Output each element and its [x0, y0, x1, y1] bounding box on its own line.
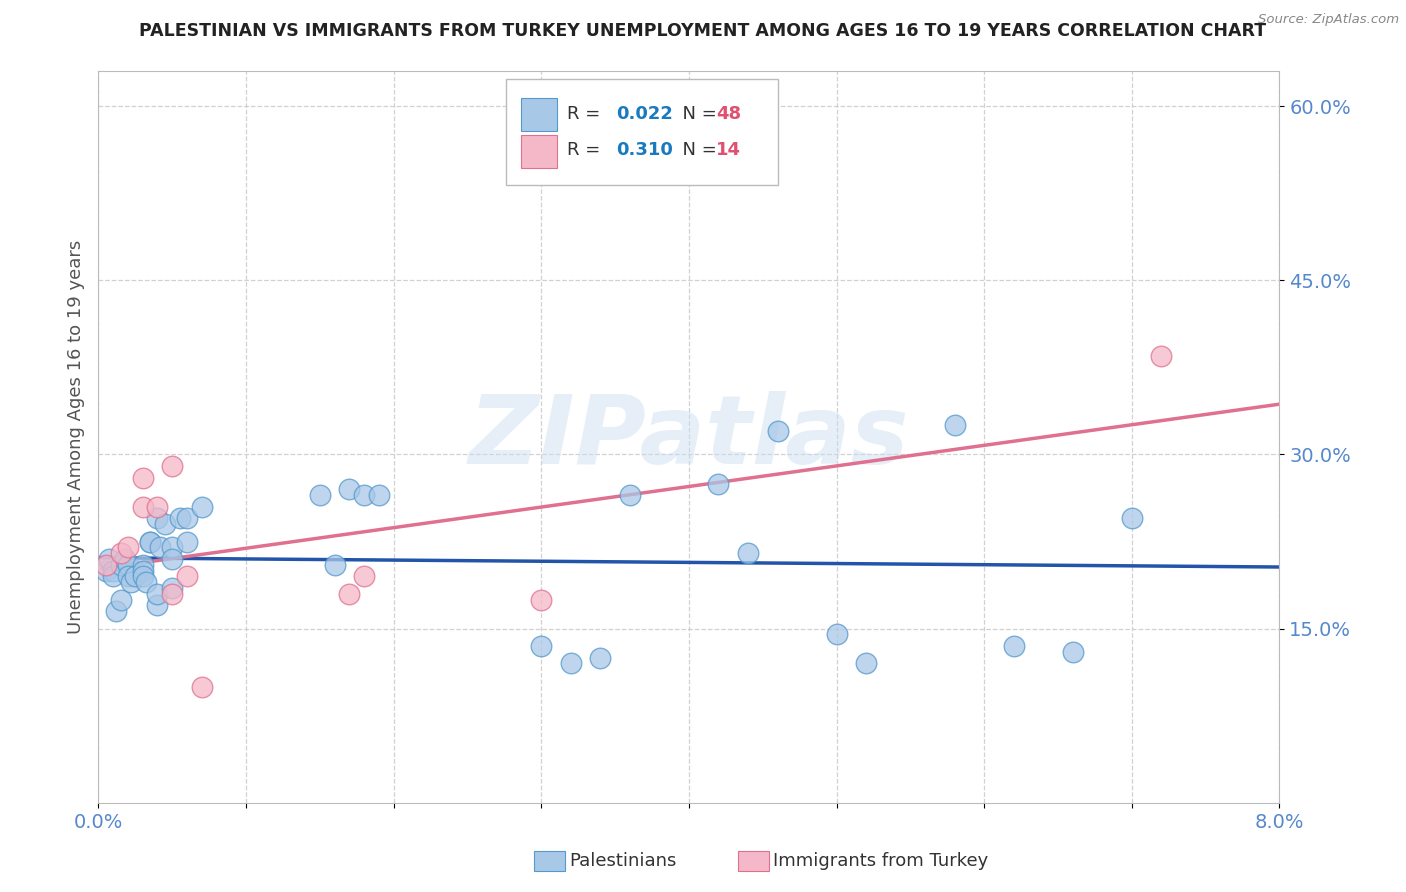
Point — [146, 587, 169, 601]
Point — [132, 564, 155, 578]
Point — [139, 534, 162, 549]
Text: 0.022: 0.022 — [616, 104, 672, 123]
Point — [825, 627, 848, 641]
Text: Source: ZipAtlas.com: Source: ZipAtlas.com — [1258, 13, 1399, 27]
Text: Immigrants from Turkey: Immigrants from Turkey — [773, 852, 988, 870]
Point — [110, 592, 132, 607]
Point — [176, 569, 198, 583]
Point — [162, 541, 183, 555]
Point — [162, 552, 183, 566]
Point — [124, 569, 146, 583]
Point — [162, 587, 183, 601]
Bar — [522, 135, 557, 168]
Point — [766, 424, 789, 438]
Point — [139, 534, 162, 549]
Point — [146, 500, 169, 514]
Point — [1150, 349, 1173, 363]
Point — [353, 488, 375, 502]
Point — [589, 650, 612, 665]
Point — [191, 500, 214, 514]
Point — [120, 575, 142, 590]
Point — [153, 517, 176, 532]
Y-axis label: Unemployment Among Ages 16 to 19 years: Unemployment Among Ages 16 to 19 years — [66, 240, 84, 634]
Point — [367, 488, 389, 502]
Point — [146, 511, 169, 525]
Point — [337, 587, 360, 601]
Point — [169, 511, 191, 525]
Point — [117, 558, 139, 572]
Point — [105, 604, 128, 618]
Point — [135, 575, 157, 590]
Point — [308, 488, 332, 502]
Point — [176, 511, 198, 525]
Point — [114, 552, 136, 566]
Point — [1062, 645, 1084, 659]
Text: 0.310: 0.310 — [616, 141, 672, 160]
Point — [707, 476, 730, 491]
Point — [132, 471, 155, 485]
Point — [110, 546, 132, 560]
Point — [1121, 511, 1143, 525]
Text: 48: 48 — [716, 104, 741, 123]
Text: N =: N = — [671, 141, 723, 160]
Point — [132, 500, 155, 514]
Point — [176, 534, 198, 549]
Point — [117, 541, 139, 555]
FancyBboxPatch shape — [506, 78, 778, 185]
Point — [132, 558, 155, 572]
Point — [132, 569, 155, 583]
Point — [353, 569, 375, 583]
Point — [323, 558, 346, 572]
Point — [530, 639, 553, 653]
Point — [97, 552, 120, 566]
Point — [337, 483, 360, 497]
Text: R =: R = — [567, 104, 606, 123]
Point — [162, 581, 183, 595]
Text: 14: 14 — [716, 141, 741, 160]
Text: PALESTINIAN VS IMMIGRANTS FROM TURKEY UNEMPLOYMENT AMONG AGES 16 TO 19 YEARS COR: PALESTINIAN VS IMMIGRANTS FROM TURKEY UN… — [139, 22, 1267, 40]
Point — [94, 558, 117, 572]
Point — [855, 657, 877, 671]
Text: Palestinians: Palestinians — [569, 852, 676, 870]
Point — [146, 599, 169, 613]
Point — [162, 459, 183, 474]
Point — [560, 657, 582, 671]
Point — [530, 592, 553, 607]
Text: N =: N = — [671, 104, 723, 123]
Point — [110, 558, 132, 572]
Text: ZIPatlas: ZIPatlas — [468, 391, 910, 483]
Point — [117, 569, 139, 583]
Point — [737, 546, 759, 560]
Point — [943, 418, 966, 433]
Point — [619, 488, 641, 502]
Point — [103, 564, 124, 578]
Point — [1002, 639, 1025, 653]
Text: R =: R = — [567, 141, 606, 160]
Point — [94, 564, 117, 578]
Bar — [522, 98, 557, 131]
Point — [149, 541, 172, 555]
Point — [191, 680, 214, 694]
Point — [103, 569, 124, 583]
